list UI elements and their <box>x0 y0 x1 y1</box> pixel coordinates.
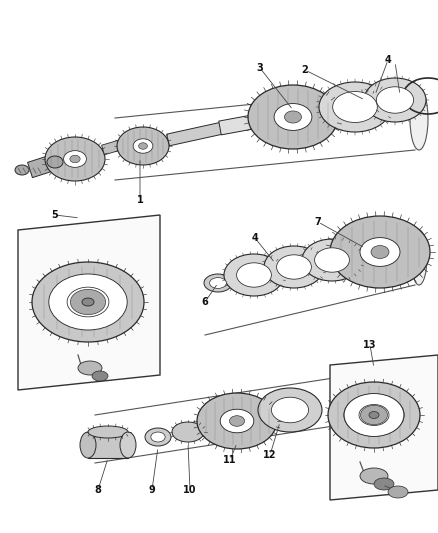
Ellipse shape <box>376 87 413 113</box>
Ellipse shape <box>337 377 351 425</box>
Ellipse shape <box>328 382 420 448</box>
Ellipse shape <box>120 432 136 458</box>
Polygon shape <box>284 104 321 122</box>
Ellipse shape <box>32 262 144 342</box>
Ellipse shape <box>344 394 404 436</box>
Polygon shape <box>330 355 438 500</box>
Ellipse shape <box>349 92 381 114</box>
Text: 5: 5 <box>52 210 58 220</box>
Ellipse shape <box>277 255 311 279</box>
Polygon shape <box>319 98 356 117</box>
Text: 11: 11 <box>223 455 237 465</box>
Ellipse shape <box>274 103 312 131</box>
Ellipse shape <box>411 230 427 285</box>
Text: 6: 6 <box>201 297 208 307</box>
Ellipse shape <box>344 393 404 437</box>
Ellipse shape <box>360 238 400 266</box>
Text: 3: 3 <box>257 63 263 73</box>
Ellipse shape <box>374 478 394 490</box>
Polygon shape <box>180 433 196 437</box>
Text: 1: 1 <box>137 195 143 205</box>
Ellipse shape <box>133 139 153 153</box>
Text: 8: 8 <box>95 485 102 495</box>
Ellipse shape <box>220 409 254 433</box>
Ellipse shape <box>64 151 86 167</box>
Text: 9: 9 <box>148 485 155 495</box>
Ellipse shape <box>285 111 301 123</box>
Polygon shape <box>167 116 251 146</box>
Ellipse shape <box>369 411 379 418</box>
Text: 12: 12 <box>263 450 277 460</box>
Ellipse shape <box>359 405 389 425</box>
Ellipse shape <box>360 468 388 484</box>
Polygon shape <box>98 433 118 435</box>
Ellipse shape <box>204 274 232 292</box>
Ellipse shape <box>92 371 108 381</box>
Polygon shape <box>28 155 57 177</box>
Text: 10: 10 <box>183 485 197 495</box>
Ellipse shape <box>248 85 338 149</box>
Ellipse shape <box>15 165 29 175</box>
Ellipse shape <box>80 432 96 458</box>
Ellipse shape <box>145 428 171 446</box>
Ellipse shape <box>117 127 169 165</box>
Polygon shape <box>88 432 128 458</box>
Text: 7: 7 <box>314 217 321 227</box>
Ellipse shape <box>371 246 389 259</box>
Ellipse shape <box>272 397 308 423</box>
Ellipse shape <box>362 407 386 423</box>
Ellipse shape <box>49 274 127 330</box>
Ellipse shape <box>302 239 362 281</box>
Ellipse shape <box>264 246 324 288</box>
Ellipse shape <box>224 254 284 296</box>
Ellipse shape <box>151 432 165 442</box>
Ellipse shape <box>388 486 408 498</box>
Ellipse shape <box>45 137 105 181</box>
Polygon shape <box>357 104 373 108</box>
Polygon shape <box>18 215 160 390</box>
Ellipse shape <box>330 216 430 288</box>
Ellipse shape <box>71 289 106 314</box>
Ellipse shape <box>70 155 80 163</box>
Ellipse shape <box>50 275 126 329</box>
Ellipse shape <box>82 298 94 306</box>
Ellipse shape <box>78 361 102 375</box>
Ellipse shape <box>172 422 204 442</box>
Ellipse shape <box>237 263 272 287</box>
Text: 13: 13 <box>363 340 377 350</box>
Ellipse shape <box>74 292 102 312</box>
Ellipse shape <box>258 388 322 432</box>
Polygon shape <box>102 140 121 155</box>
Ellipse shape <box>333 92 377 123</box>
Text: 2: 2 <box>302 65 308 75</box>
Ellipse shape <box>360 406 388 425</box>
Ellipse shape <box>88 426 128 438</box>
Ellipse shape <box>319 82 391 132</box>
Ellipse shape <box>138 143 148 149</box>
Ellipse shape <box>197 393 277 449</box>
Polygon shape <box>219 109 286 135</box>
Ellipse shape <box>314 248 350 272</box>
Ellipse shape <box>210 278 226 288</box>
Ellipse shape <box>47 156 63 168</box>
Text: 4: 4 <box>251 233 258 243</box>
Text: 4: 4 <box>385 55 392 65</box>
Ellipse shape <box>67 287 109 317</box>
Ellipse shape <box>230 416 244 426</box>
Ellipse shape <box>364 78 426 122</box>
Ellipse shape <box>410 88 428 150</box>
